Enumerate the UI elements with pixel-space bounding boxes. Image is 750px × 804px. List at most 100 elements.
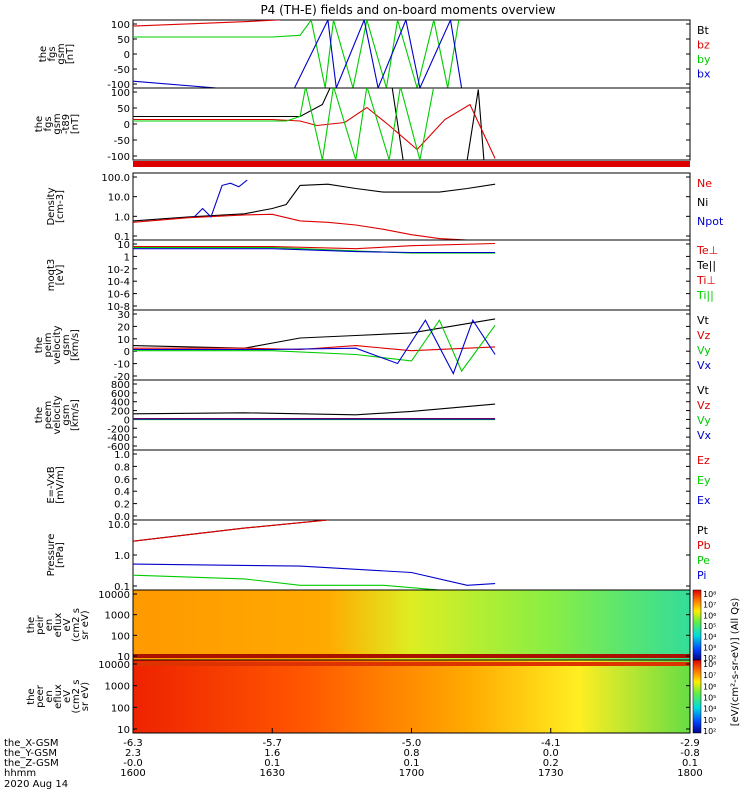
legend-fgs: by bbox=[697, 53, 711, 66]
legend-pressure: Pi bbox=[697, 569, 706, 582]
y-tick-label: -200 bbox=[107, 424, 130, 435]
y-tick-label: -400 bbox=[107, 433, 130, 444]
x-axis-value: -5.7 bbox=[262, 738, 282, 749]
x-axis-value: -5.0 bbox=[402, 738, 422, 749]
x-axis-value: 1700 bbox=[399, 768, 424, 779]
y-tick-label: 10.0 bbox=[108, 520, 130, 531]
y-tick-label: 50 bbox=[117, 104, 130, 115]
y-axis-label: gsm bbox=[61, 404, 72, 425]
colorbar-tick: 10⁶ bbox=[703, 682, 716, 691]
y-axis-label: fgs bbox=[47, 46, 58, 61]
y-tick-label: 800 bbox=[111, 380, 130, 391]
y-tick-label: 100.0 bbox=[101, 173, 130, 184]
y-axis-label: peir bbox=[35, 614, 46, 634]
y-tick-label: 0 bbox=[124, 120, 130, 131]
colorbar-tick: 10⁵ bbox=[703, 622, 716, 631]
colorbar bbox=[692, 589, 702, 661]
y-tick-label: 1.0 bbox=[114, 551, 130, 562]
x-axis-value: 1.6 bbox=[264, 748, 280, 759]
y-axis-label: -t89 bbox=[61, 114, 72, 134]
y-tick-label: 30 bbox=[117, 310, 130, 321]
colorbar-label: [eV/(cm²-s-sr-eV)] (All Qs) bbox=[730, 598, 741, 727]
series-peem-vel-Vt bbox=[133, 403, 496, 416]
x-axis-value: 1630 bbox=[260, 768, 285, 779]
panel-pressure bbox=[132, 519, 691, 591]
colorbar-tick: 10² bbox=[703, 654, 716, 663]
y-tick-label: 10 bbox=[117, 725, 130, 736]
heatmap-band bbox=[133, 662, 690, 666]
y-axis-label: [mV/m] bbox=[55, 466, 66, 504]
y-axis-label: gsm bbox=[61, 334, 72, 355]
panel-peim-vel bbox=[132, 309, 691, 381]
colorbar-tick: 10⁸ bbox=[703, 660, 716, 669]
panel-fgs bbox=[132, 19, 691, 89]
y-axis-label: [cm-3] bbox=[55, 190, 66, 223]
panel-density bbox=[132, 172, 691, 241]
y-axis-label: the bbox=[34, 116, 45, 132]
legend-peem-vel: Vx bbox=[697, 429, 712, 442]
series-fgs-dsl-red bbox=[133, 103, 496, 159]
series-pressure-Pi bbox=[133, 563, 496, 586]
y-axis-label: eV bbox=[62, 690, 73, 703]
panel-frame bbox=[132, 309, 691, 381]
panel-peer bbox=[132, 659, 691, 734]
y-tick-label: 10-4 bbox=[107, 277, 130, 288]
colorbar-tick: 10⁴ bbox=[703, 633, 716, 642]
y-axis-label: sr eV) bbox=[80, 610, 91, 639]
y-tick-label: 400 bbox=[111, 398, 130, 409]
x-axis-value: -4.1 bbox=[541, 738, 561, 749]
y-tick-label: 1 bbox=[124, 252, 130, 263]
y-axis-label: [km/s] bbox=[70, 399, 81, 431]
y-tick-label: 10-2 bbox=[107, 265, 130, 276]
legend-moqt3: Te|| bbox=[696, 259, 716, 272]
y-axis-label: moqt3 bbox=[46, 259, 57, 292]
series-pressure-Pb bbox=[133, 520, 328, 542]
y-axis-label: en bbox=[44, 619, 55, 632]
series-density-Ne bbox=[133, 213, 496, 240]
x-axis-value: -0.8 bbox=[680, 748, 700, 759]
y-axis-label: [nT] bbox=[65, 44, 76, 64]
y-tick-label: 1.0 bbox=[114, 212, 130, 223]
legend-fgs: bz bbox=[697, 39, 710, 52]
y-axis-label: peem bbox=[43, 401, 54, 429]
x-axis-value: 2.3 bbox=[125, 748, 141, 759]
y-tick-label: 50 bbox=[117, 35, 130, 46]
legend-exb: Ex bbox=[697, 494, 711, 507]
y-tick-label: -100 bbox=[107, 152, 130, 163]
y-axis-label: peer bbox=[35, 684, 46, 708]
x-axis-value: 1600 bbox=[120, 768, 145, 779]
y-axis-label: E=-VxB bbox=[46, 466, 57, 503]
legend-peim-vel: Vx bbox=[697, 359, 712, 372]
legend-moqt3: Ti⊥ bbox=[696, 274, 716, 287]
y-axis-label: the bbox=[38, 46, 49, 62]
series-peim-vel-Vx bbox=[133, 318, 496, 375]
panel-exb bbox=[132, 449, 691, 521]
x-axis-value: 1800 bbox=[677, 768, 702, 779]
y-axis-label: gsm bbox=[56, 43, 67, 64]
legend-density: Ni bbox=[697, 196, 708, 209]
series-fgs-dsl-black bbox=[133, 88, 485, 160]
colorbar-tick: 10⁷ bbox=[703, 671, 716, 680]
y-tick-label: 10 bbox=[117, 652, 130, 663]
panel-frame bbox=[132, 172, 691, 241]
y-axis-label: en bbox=[44, 690, 55, 703]
y-tick-label: 10000 bbox=[98, 590, 130, 601]
heatmap-band bbox=[133, 654, 690, 658]
y-axis-label: the bbox=[26, 617, 37, 633]
series-peim-vel-Vy bbox=[133, 319, 496, 373]
y-tick-label: 0.1 bbox=[114, 582, 130, 593]
y-tick-label: -50 bbox=[114, 136, 130, 147]
y-axis-label: the bbox=[34, 407, 45, 423]
series-fgs-bx bbox=[133, 20, 463, 88]
y-tick-label: 1.0 bbox=[114, 450, 130, 461]
panel-frame bbox=[132, 449, 691, 521]
panel-frame bbox=[132, 87, 691, 161]
colorbar-tick: 10⁶ bbox=[703, 611, 716, 620]
y-axis-label: peim bbox=[43, 332, 54, 357]
y-tick-label: 0.8 bbox=[114, 462, 130, 473]
y-tick-label: -50 bbox=[114, 65, 130, 76]
colorbar-tick: 10⁷ bbox=[703, 601, 716, 610]
legend-peim-vel: Vt bbox=[697, 314, 710, 327]
